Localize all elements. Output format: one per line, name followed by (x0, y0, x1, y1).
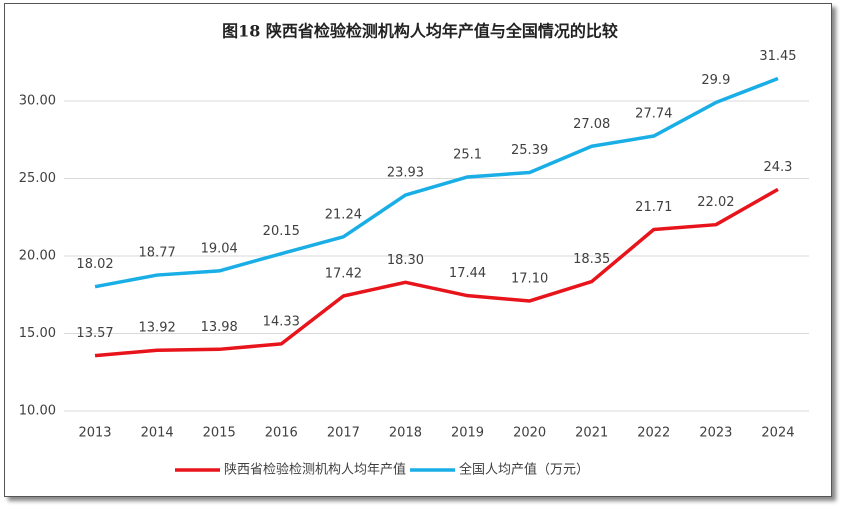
data-label: 14.33 (263, 314, 300, 329)
y-tick-label: 15.00 (19, 326, 56, 341)
x-tick-label: 2013 (78, 426, 111, 441)
data-label: 31.45 (759, 49, 796, 64)
data-label: 23.93 (387, 166, 424, 181)
data-label: 17.10 (511, 271, 548, 286)
data-label: 21.71 (635, 200, 672, 215)
legend-label: 陕西省检验检测机构人均年产值 (224, 462, 406, 478)
data-label: 25.1 (453, 147, 482, 162)
data-label: 20.15 (263, 224, 300, 239)
x-tick-label: 2024 (761, 426, 794, 441)
y-tick-label: 25.00 (19, 171, 56, 186)
x-tick-label: 2022 (637, 426, 670, 441)
data-label: 27.08 (573, 117, 610, 132)
data-label: 22.02 (697, 195, 734, 210)
x-tick-label: 2019 (451, 426, 484, 441)
x-tick-label: 2015 (203, 426, 236, 441)
x-tick-label: 2016 (265, 426, 298, 441)
y-tick-label: 10.00 (19, 404, 56, 419)
x-tick-label: 2020 (513, 426, 546, 441)
data-label: 13.92 (139, 321, 176, 336)
chart-title: 图18 陕西省检验检测机构人均年产值与全国情况的比较 (222, 22, 618, 41)
data-label: 19.04 (201, 241, 238, 256)
x-tick-label: 2014 (141, 426, 174, 441)
legend-label: 全国人均产值（万元） (459, 462, 589, 478)
data-label: 18.77 (139, 246, 176, 261)
data-label: 21.24 (325, 207, 362, 222)
data-label: 13.57 (76, 326, 113, 341)
y-tick-label: 30.00 (19, 94, 56, 109)
series-line (94, 76, 779, 289)
x-tick-label: 2023 (699, 426, 732, 441)
chart-frame (4, 3, 832, 497)
series-line (94, 187, 779, 358)
data-label: 18.02 (76, 257, 113, 272)
data-label: 29.9 (701, 73, 730, 88)
data-label: 25.39 (511, 143, 548, 158)
data-label: 27.74 (635, 107, 672, 122)
data-label: 18.30 (387, 253, 424, 268)
data-label: 24.3 (763, 160, 792, 175)
x-tick-label: 2021 (575, 426, 608, 441)
data-label: 17.44 (449, 266, 486, 281)
x-tick-label: 2017 (327, 426, 360, 441)
data-label: 17.42 (325, 266, 362, 281)
data-label: 13.98 (201, 320, 238, 335)
y-tick-label: 20.00 (19, 249, 56, 264)
x-tick-label: 2018 (389, 426, 422, 441)
data-label: 18.35 (573, 252, 610, 267)
